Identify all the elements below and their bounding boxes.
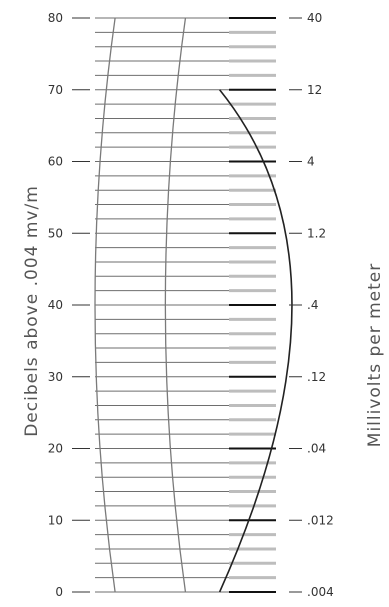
right-tick-label: .4 [307, 298, 318, 312]
right-tick-label: 12 [307, 83, 322, 97]
right-tick-label: 4 [307, 155, 315, 169]
right-tick-label: .12 [307, 370, 326, 384]
right-tick-label: 1.2 [307, 226, 326, 240]
major-tick-marks [229, 17, 276, 593]
left-tick-label: 20 [48, 442, 63, 456]
curve-right [218, 89, 293, 593]
left-axis: 0 10 20 30 40 50 60 70 80 [48, 11, 90, 599]
right-tick-label: .004 [307, 585, 334, 599]
left-axis-title: Decibels above .004 mv/m [22, 185, 42, 437]
left-tick-label: 70 [48, 83, 63, 97]
right-tick-label: .012 [307, 513, 334, 527]
left-tick-label: 80 [48, 11, 63, 25]
minor-tick-marks [229, 30, 276, 580]
right-tick-label: 40 [307, 11, 322, 25]
left-tick-label: 30 [48, 370, 63, 384]
right-axis: .004 .012 .04 .12 .4 1.2 4 12 40 [289, 11, 334, 599]
left-tick-label: 60 [48, 155, 63, 169]
left-tick-label: 50 [48, 226, 63, 240]
curve-left [94, 17, 116, 593]
right-tick-label: .04 [307, 442, 326, 456]
curve-middle [164, 17, 187, 593]
left-tick-label: 40 [48, 298, 63, 312]
left-tick-label: 0 [55, 585, 63, 599]
right-axis-title: Millivolts per meter [365, 263, 385, 447]
left-tick-label: 10 [48, 513, 63, 527]
